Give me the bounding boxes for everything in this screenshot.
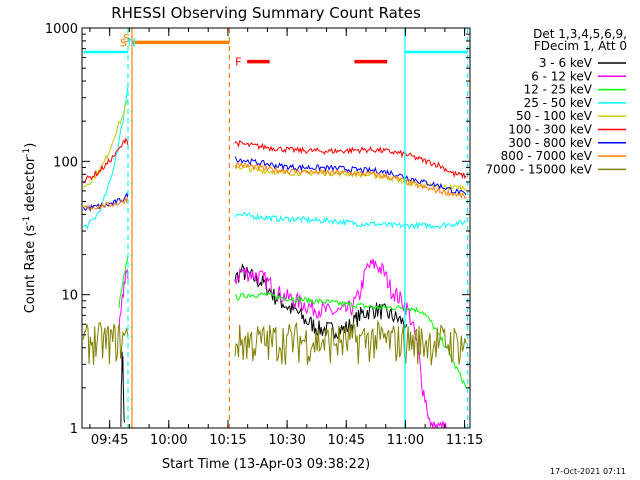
- x-tick-label-3: 10:30: [268, 433, 305, 448]
- legend-label-0: 3 - 6 keV: [539, 56, 593, 70]
- series-7-line-1: [234, 161, 467, 200]
- x-tick-label-4: 10:45: [328, 433, 365, 448]
- top-marker-1: N: [128, 36, 136, 49]
- series-2: [118, 254, 467, 389]
- series-1: [118, 258, 447, 428]
- series-3-line-1: [234, 212, 467, 231]
- chart-title: RHESSI Observing Summary Count Rates: [111, 4, 421, 22]
- series-5: [83, 137, 467, 184]
- legend-label-4: 50 - 100 keV: [516, 109, 593, 123]
- series-8: [83, 319, 467, 366]
- legend-label-1: 6 - 12 keV: [531, 69, 593, 83]
- footer-timestamp: 17-Oct-2021 07:11: [550, 467, 626, 476]
- series-3-line-0: [83, 85, 129, 230]
- y-axis-label-mid: detector: [23, 156, 38, 216]
- y-axis-label-sup2: -1: [22, 148, 32, 157]
- legend-label-6: 300 - 800 keV: [508, 136, 592, 150]
- y-tick-label-0: 1: [70, 422, 78, 437]
- flag-bar-label-1: F: [235, 56, 241, 69]
- series-7: [83, 161, 467, 211]
- series-1-line-0: [118, 268, 129, 327]
- series-2-line-0: [118, 254, 129, 309]
- legend-label-5: 100 - 300 keV: [508, 123, 592, 137]
- legend-label-3: 25 - 50 keV: [524, 96, 593, 110]
- series-8-line-0: [83, 322, 129, 365]
- legend-header-line-1: Det 1,3,4,5,6,9,: [533, 27, 627, 41]
- series-7-line-0: [83, 196, 129, 211]
- series-1-line-1: [234, 258, 447, 428]
- x-tick-label-0: 09:45: [91, 433, 128, 448]
- x-tick-label-6: 11:15: [446, 433, 483, 448]
- series-8-line-1: [234, 319, 467, 366]
- x-tick-label-2: 10:15: [209, 433, 246, 448]
- y-axis-label-main: Count Rate (s: [23, 225, 38, 314]
- series-layer: [83, 85, 467, 428]
- y-axis-label: Count Rate (s-1 detector-1): [22, 143, 38, 314]
- series-0-line-0: [120, 351, 125, 427]
- x-axis-label: Start Time (13-Apr-03 09:38:22): [162, 457, 370, 472]
- top-marker-0: S: [123, 32, 130, 45]
- series-6-line-1: [234, 156, 467, 197]
- x-tick-label-1: 10:00: [150, 433, 187, 448]
- legend-label-2: 12 - 25 keV: [524, 83, 593, 97]
- series-3: [83, 85, 467, 231]
- overlay-layer: S F SN: [83, 28, 469, 428]
- plot-frame: [81, 27, 471, 429]
- series-0-line-1: [234, 263, 408, 341]
- legend-label-8: 7000 - 15000 keV: [485, 162, 592, 176]
- axes-layer: 1 10 100 1000 09:45 10:00 10:15 10:30 10:45 11:00…: [45, 22, 483, 448]
- y-tick-label-3: 1000: [45, 22, 78, 37]
- series-2-line-1: [234, 291, 467, 389]
- x-tick-label-5: 11:00: [387, 433, 424, 448]
- series-4-line-0: [83, 98, 129, 188]
- y-tick-label-1: 10: [61, 289, 78, 304]
- series-5-line-1: [234, 140, 467, 180]
- legend-header-line-2: FDecim 1, Att 0: [534, 39, 627, 53]
- series-0: [120, 263, 408, 427]
- series-5-line-0: [83, 137, 129, 184]
- flag-bar-label-0: S: [120, 36, 127, 49]
- y-axis-label-sup1: -1: [22, 216, 32, 225]
- legend-label-7: 800 - 7000 keV: [501, 149, 593, 163]
- y-axis-label-end: ): [23, 143, 38, 148]
- y-tick-label-2: 100: [53, 155, 78, 170]
